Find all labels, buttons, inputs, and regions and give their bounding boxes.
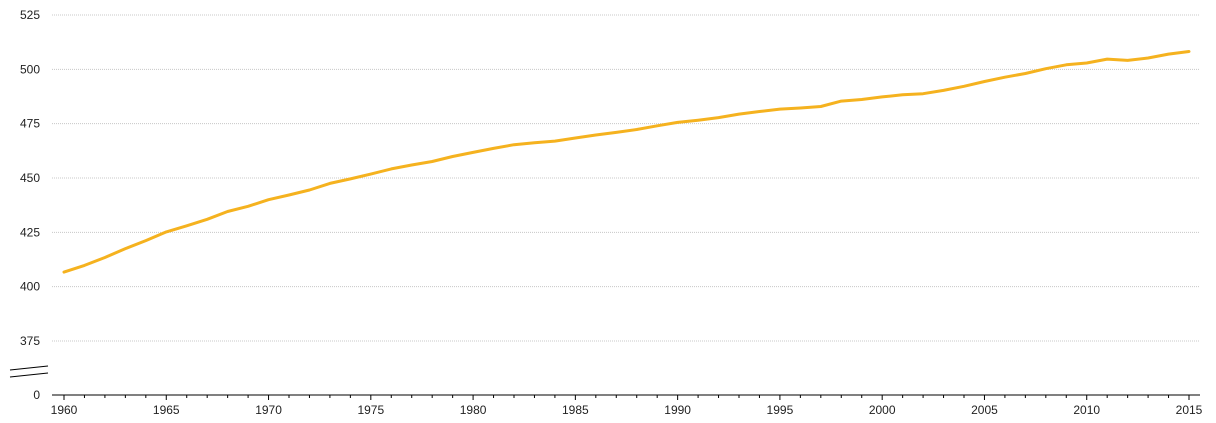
x-tick-label: 1975	[357, 403, 384, 417]
y-tick-label: 400	[20, 280, 40, 294]
x-tick-label: 2000	[869, 403, 896, 417]
x-tick-label: 2015	[1176, 403, 1203, 417]
series-line	[62, 50, 1191, 274]
x-tick-label: 1995	[767, 403, 794, 417]
y-tick-label: 0	[33, 388, 40, 402]
x-tick-label: 1980	[460, 403, 487, 417]
x-tick-label: 1970	[255, 403, 282, 417]
y-tick-label: 475	[20, 117, 40, 131]
x-tick-label: 2005	[971, 403, 998, 417]
x-axis-ticks: 1960 1965 1970 1975 1980 1985 1990 1995 2000 2005…	[51, 395, 1203, 417]
y-tick-label: 525	[20, 8, 40, 22]
axis-break-line-2	[9, 372, 49, 378]
y-tick-label: 375	[20, 334, 40, 348]
series-layer	[62, 50, 1191, 274]
x-tick-label: 2010	[1073, 403, 1100, 417]
y-tick-label: 500	[20, 62, 40, 76]
x-tick-label: 1960	[51, 403, 78, 417]
y-tick-label: 425	[20, 225, 40, 239]
y-tick-label: 450	[20, 171, 40, 185]
gridlines	[52, 14, 1200, 342]
axis-break-line-1	[9, 365, 49, 371]
x-tick-label: 1990	[664, 403, 691, 417]
y-axis-break-marker	[9, 365, 49, 378]
y-axis-ticks: 0 375 400 425 450 475 500 525	[20, 8, 40, 402]
x-tick-label: 1985	[562, 403, 589, 417]
x-tick-label: 1965	[153, 403, 180, 417]
